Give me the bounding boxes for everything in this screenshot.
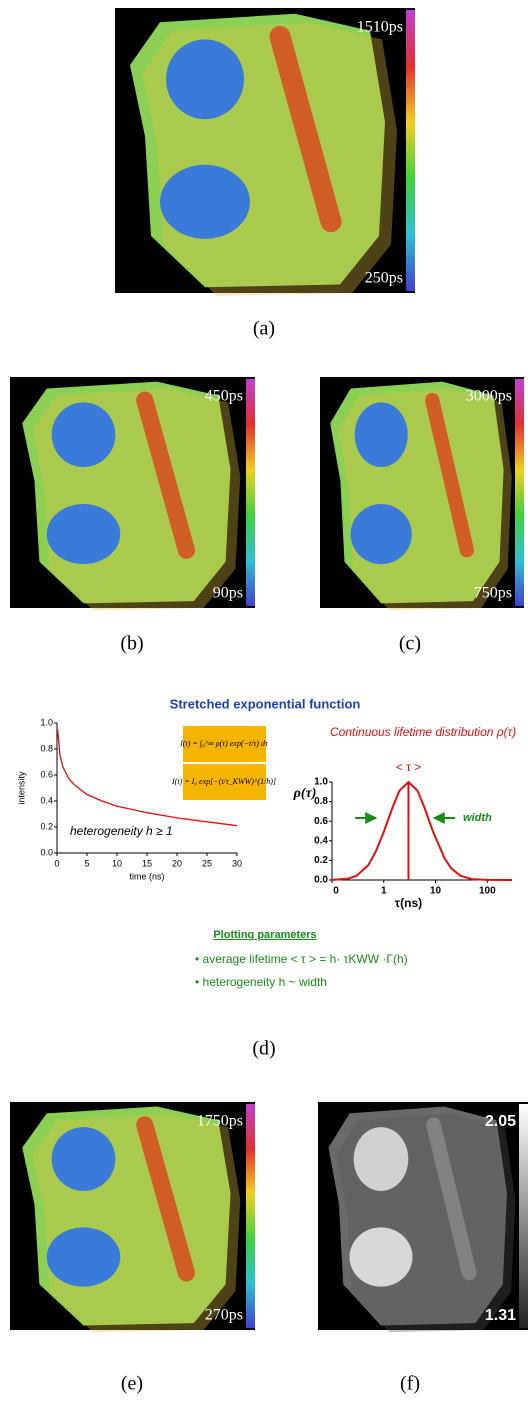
y-axis-label: intensity	[16, 771, 26, 805]
fiber	[269, 26, 342, 233]
y-tick-label: 0.4	[40, 795, 53, 805]
panel-label: (d)	[252, 1038, 275, 1060]
formula-box	[183, 764, 266, 800]
scale-min: 1.31	[485, 1307, 516, 1324]
x-tick-label: 10	[112, 858, 122, 868]
micrograph: 1510ps 250ps (a)	[115, 8, 415, 340]
scale-max: 3000ps	[466, 388, 512, 405]
panel-label: (f)	[400, 1373, 420, 1395]
panel-label: (b)	[120, 633, 143, 655]
y-tick-label: 0.8	[314, 796, 328, 807]
color-bar	[246, 1104, 255, 1328]
nucleus	[350, 504, 412, 565]
annotation: heterogeneity h ≥ 1	[70, 824, 173, 838]
nucleus	[160, 164, 250, 239]
y-tick-label: 0.2	[314, 855, 328, 866]
y-tick-label: 1.0	[40, 717, 53, 727]
color-bar	[515, 379, 524, 606]
y-tick-label: 0.2	[40, 821, 53, 831]
x-tick-label: 0	[54, 858, 59, 868]
nucleus	[51, 402, 116, 468]
x-tick-label: 0	[333, 886, 339, 897]
section-title: Stretched exponential function	[170, 696, 361, 711]
y-tick-label: 0.0	[40, 847, 53, 857]
bullet: • average lifetime < τ > = h· τKWW ·Γ(h)	[195, 952, 408, 966]
x-tick-label: 30	[232, 858, 242, 868]
x-tick-label: 10	[430, 886, 442, 897]
panel-label: (c)	[399, 633, 421, 655]
color-bar	[246, 379, 255, 606]
y-tick-label: 0.6	[40, 769, 53, 779]
x-tick-label: 100	[479, 886, 496, 897]
x-tick-label: 25	[202, 858, 212, 868]
y-tick-label: 0.6	[314, 816, 328, 827]
x-axis-label: τ(ns)	[395, 896, 422, 910]
panel-label: (a)	[253, 318, 275, 340]
mean-label: < τ >	[396, 760, 421, 774]
scale-min: 750ps	[474, 585, 512, 602]
formula: I(t) = I₀ exp[−(t/τ_KWW)^(1/h)]	[171, 777, 276, 786]
y-tick-label: 1.0	[314, 777, 328, 788]
micrograph: 2.05 1.31 (f)	[318, 1102, 528, 1395]
formula-box	[183, 726, 266, 762]
y-axis-label: ρ(τ)	[293, 786, 317, 801]
color-bar	[519, 1104, 528, 1328]
nucleus	[166, 39, 244, 120]
formula: I(t) = ∫₀^∞ ρ(τ) exp(−t/τ) dτ	[179, 739, 269, 748]
x-tick-label: 20	[172, 858, 182, 868]
data-line	[331, 780, 513, 881]
scale-max: 1510ps	[357, 19, 403, 36]
nucleus	[353, 1127, 409, 1191]
y-tick-label: 0.8	[40, 743, 53, 753]
x-axis-label: time (ns)	[129, 871, 164, 881]
fiber	[425, 392, 475, 558]
width-label: width	[463, 812, 492, 824]
nucleus	[46, 1227, 121, 1287]
x-tick-label: 1	[381, 886, 387, 897]
fiber	[136, 391, 195, 559]
parameters-heading: Plotting parameters	[213, 929, 316, 941]
bullet: • heterogeneity h ~ width	[195, 975, 327, 989]
scale-max: 1750ps	[197, 1113, 243, 1130]
nucleus	[46, 504, 121, 565]
data-line	[56, 729, 238, 827]
nucleus	[354, 402, 408, 468]
color-bar	[406, 10, 415, 291]
micrograph: 450ps 90ps (b)	[10, 377, 255, 655]
scale-min: 250ps	[365, 270, 403, 287]
micrograph: 3000ps 750ps (c)	[320, 377, 524, 655]
x-tick-label: 15	[142, 858, 152, 868]
nucleus	[349, 1227, 413, 1287]
scale-max: 450ps	[205, 388, 243, 405]
y-tick-label: 0.4	[314, 835, 328, 846]
chart-title: Continuous lifetime distribution ρ(τ)	[330, 725, 516, 739]
scale-min: 270ps	[205, 1307, 243, 1324]
panel-label: (e)	[121, 1373, 143, 1395]
scale-max: 2.05	[485, 1113, 516, 1130]
fiber	[426, 1117, 477, 1281]
nucleus	[51, 1127, 116, 1191]
micrograph: 1750ps 270ps (e)	[10, 1102, 255, 1395]
fiber	[136, 1116, 195, 1282]
x-tick-label: 5	[84, 858, 89, 868]
scale-min: 90ps	[213, 585, 243, 602]
y-tick-label: 0.0	[314, 875, 328, 886]
